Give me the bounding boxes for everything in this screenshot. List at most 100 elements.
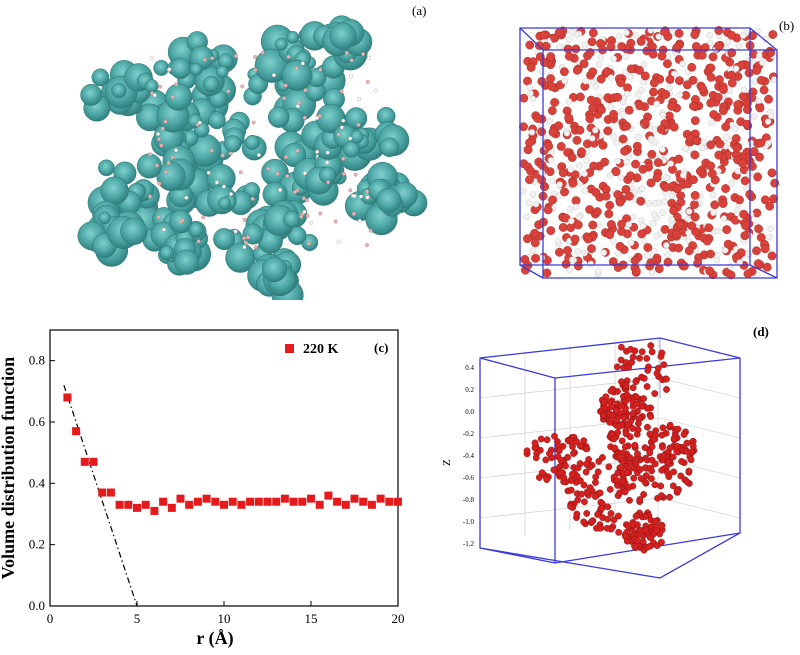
atom [578, 490, 585, 498]
water-atom [571, 44, 581, 54]
surface-lobe [159, 245, 175, 261]
water-atom [615, 241, 625, 251]
water-molecule [365, 79, 370, 84]
water-atom [652, 139, 659, 147]
water-molecule [158, 84, 163, 89]
water-atom [690, 150, 700, 160]
atom [648, 456, 656, 464]
atom [625, 363, 633, 371]
water-atom [583, 157, 590, 164]
water-molecule [150, 91, 155, 96]
water-atom [767, 168, 777, 178]
atom [634, 420, 642, 427]
water-atom [740, 231, 750, 241]
atom [640, 374, 648, 382]
water-atom [587, 37, 597, 47]
water-atom [680, 171, 687, 179]
water-atom [523, 213, 531, 220]
surface-lobe [80, 83, 103, 106]
data-point [254, 497, 263, 506]
atom [629, 409, 637, 417]
water-atom [548, 127, 558, 137]
atom [621, 443, 629, 451]
atom [634, 450, 641, 458]
atom [618, 437, 626, 445]
water-atom [608, 257, 618, 267]
atom [605, 463, 613, 471]
water-atom [632, 141, 642, 151]
water-atom [592, 83, 600, 90]
box-frame [519, 27, 778, 279]
water-molecule [162, 227, 166, 232]
water-atom [706, 140, 716, 150]
water-atom [663, 257, 673, 267]
water-molecule [344, 50, 349, 55]
z-tick-label: -0.6 [463, 474, 475, 482]
water-atom [753, 259, 763, 269]
atom [663, 386, 670, 393]
data-point [237, 500, 246, 509]
surface-lobe [376, 187, 402, 213]
water-atom [653, 100, 661, 107]
water-molecule [357, 218, 362, 223]
water-atom [532, 200, 540, 208]
surface-lobe [156, 161, 186, 191]
surface-lobe [153, 59, 170, 76]
water-atom [600, 157, 610, 167]
atom [560, 473, 568, 481]
water-atom [567, 153, 577, 162]
water-atom [555, 43, 563, 51]
atom [564, 453, 572, 461]
water-atom [750, 113, 758, 120]
data-point [376, 494, 385, 503]
water-atom [574, 248, 581, 255]
water-molecule [325, 150, 330, 155]
surface-lobe [189, 62, 203, 76]
water-atom [540, 182, 550, 191]
water-atom [652, 173, 662, 183]
data-point [263, 497, 272, 506]
atom [638, 348, 646, 356]
data-point [394, 497, 402, 506]
water-atom [670, 70, 678, 77]
water-molecule [286, 54, 291, 59]
water-atom [767, 251, 777, 261]
atom [581, 498, 588, 506]
water-atom [728, 179, 736, 187]
water-atom [706, 72, 716, 82]
water-atom [664, 111, 674, 121]
water-atom [543, 205, 553, 215]
atom [599, 454, 606, 461]
atom [614, 482, 622, 489]
atom [609, 412, 616, 420]
water-molecule [366, 55, 371, 60]
water-atom [695, 166, 705, 176]
water-atom [528, 129, 536, 136]
water-molecule [156, 215, 161, 220]
water-molecule [242, 245, 247, 250]
water-atom [721, 184, 730, 193]
water-atom [727, 30, 736, 40]
water-atom [546, 226, 556, 236]
water-atom [735, 195, 744, 205]
water-atom [725, 39, 732, 46]
atom [646, 542, 654, 550]
water-atom [546, 117, 554, 125]
water-molecule [348, 136, 353, 141]
water-atom [764, 118, 772, 125]
atom [573, 510, 581, 518]
water-atom [527, 90, 534, 97]
atom [546, 450, 553, 457]
water-atom [668, 216, 675, 223]
water-molecule [356, 122, 361, 127]
data-point [80, 457, 89, 466]
water-atom [556, 181, 563, 188]
water-atom [682, 80, 692, 90]
z-tick-label: 0.4 [465, 364, 474, 372]
water-atom [619, 111, 626, 118]
water-atom [660, 27, 669, 37]
water-atom [526, 166, 535, 176]
surface-lobe [98, 159, 115, 177]
water-atom [586, 95, 596, 105]
water-atom [643, 243, 653, 252]
